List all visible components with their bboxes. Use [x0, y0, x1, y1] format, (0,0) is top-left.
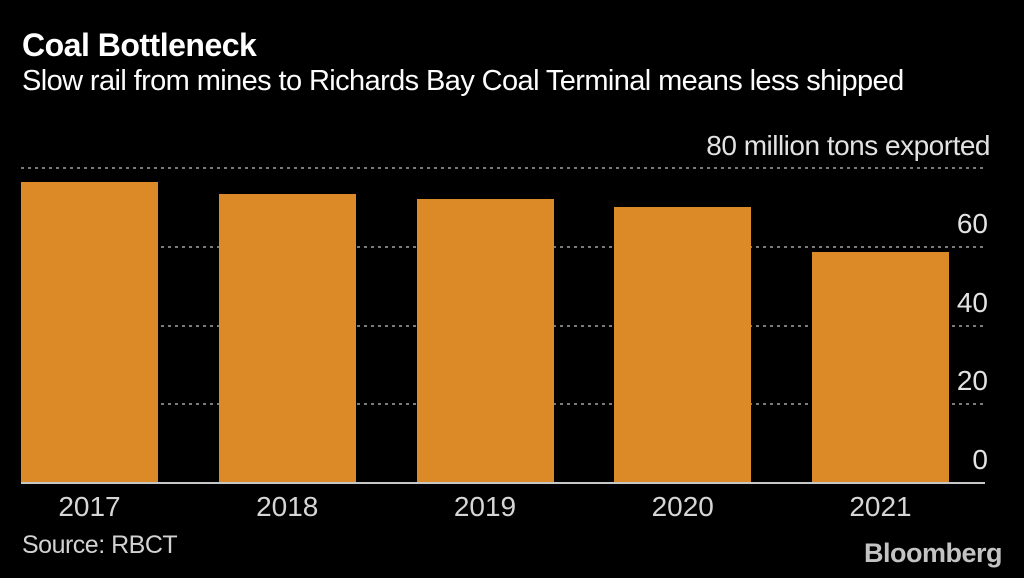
chart-title: Coal Bottleneck: [22, 27, 257, 63]
source-credit: Source: RBCT: [22, 531, 178, 559]
bar-2017: [21, 181, 158, 483]
bar-2018: [218, 193, 356, 483]
y-tick-label-0: 0: [972, 444, 988, 475]
x-tick-label-2019: 2019: [453, 491, 517, 522]
x-tick-label-2017: 2017: [58, 491, 121, 522]
x-axis-baseline: [21, 482, 985, 484]
bar-2021: [812, 251, 949, 483]
bloomberg-logo: Bloomberg: [863, 538, 1003, 568]
chart-subtitle: Slow rail from mines to Richards Bay Coa…: [22, 65, 904, 97]
y-tick-label-40: 40: [956, 286, 988, 318]
x-tick-label-2018: 2018: [256, 491, 319, 522]
gridline-80: [21, 167, 985, 169]
plot-area: 60 40 20 0 2017 2018 2019 2020 2021: [21, 167, 988, 521]
y-axis-unit-annotation: 80 million tons exported: [706, 130, 990, 161]
y-tick-label-20: 20: [956, 365, 988, 397]
bar-2019: [416, 198, 554, 483]
x-tick-label-2020: 2020: [651, 491, 714, 522]
x-tick-label-2021: 2021: [849, 491, 912, 522]
bar-2020: [614, 206, 752, 483]
y-tick-label-60: 60: [956, 207, 988, 239]
